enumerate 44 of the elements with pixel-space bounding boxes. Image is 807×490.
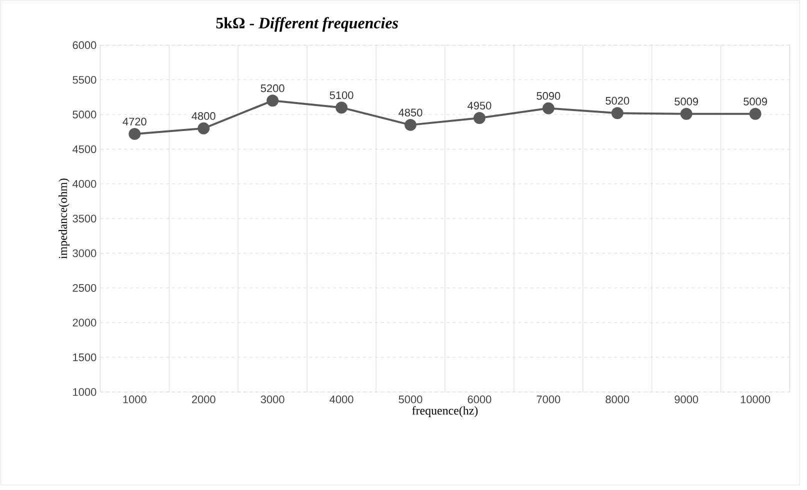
x-tick-label: 9000	[674, 395, 698, 404]
point	[266, 94, 279, 107]
x-tick-label: 2000	[192, 395, 216, 404]
data-label: 4950	[468, 102, 492, 110]
x-tick-label: 7000	[536, 395, 560, 404]
y-tick-label: 3500	[72, 214, 96, 222]
data-label: 4850	[398, 108, 422, 116]
x-tick-label: 3000	[260, 395, 284, 404]
y-tick-label: 3000	[72, 249, 96, 258]
data-label: 5009	[744, 98, 767, 106]
y-tick-label: 5500	[72, 76, 96, 84]
point	[611, 107, 624, 120]
data-label: 5200	[260, 84, 284, 92]
data-label: 4800	[192, 112, 216, 120]
point	[749, 108, 762, 120]
y-tick-label: 4000	[72, 180, 96, 188]
y-tick-label: 6000	[72, 41, 96, 49]
x-tick-label: 5000	[398, 395, 422, 404]
x-tick-label: 6000	[468, 395, 492, 404]
y-tick-label: 1000	[73, 388, 96, 396]
data-label: 5020	[606, 96, 630, 105]
x-tick-label: 10000	[740, 395, 770, 404]
y-tick-label: 2000	[72, 318, 96, 326]
x-tick-label: 8000	[606, 395, 630, 404]
y-tick-label: 5000	[72, 110, 96, 118]
point	[128, 128, 141, 140]
x-axis-title: frequence(hz)	[412, 406, 478, 418]
data-label: 5090	[536, 92, 560, 100]
point	[198, 122, 210, 134]
point	[336, 102, 348, 114]
data-label: 5009	[674, 98, 698, 106]
y-tick-label: 2500	[72, 284, 96, 292]
x-tick-label: 4000	[330, 395, 354, 404]
point	[404, 118, 416, 131]
x-tick-label: 1000	[123, 395, 146, 404]
point	[680, 108, 692, 120]
y-tick-label: 1500	[73, 353, 96, 362]
point	[542, 102, 554, 114]
point	[473, 112, 486, 124]
data-label: 5100	[330, 91, 354, 100]
data-label: 4720	[122, 118, 146, 126]
chart-title: 5kΩ - Different frequencies	[216, 17, 398, 32]
y-tick-label: 4500	[72, 145, 96, 154]
y-axis-title: impedance(ohm)	[58, 178, 70, 259]
